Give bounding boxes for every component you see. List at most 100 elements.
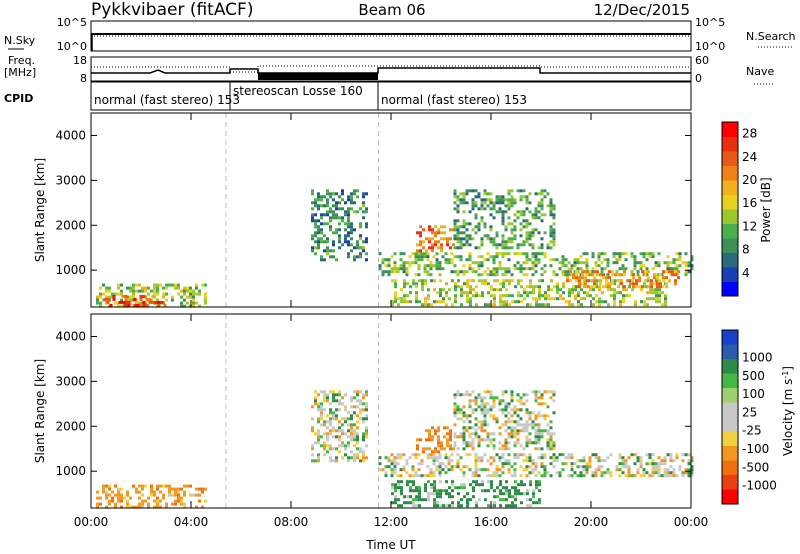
echo-cell xyxy=(483,408,487,412)
echo-cell xyxy=(353,390,356,394)
echo-cell xyxy=(400,492,403,496)
echo-cell xyxy=(600,270,604,274)
echo-cell xyxy=(493,297,496,301)
echo-cell xyxy=(483,390,487,394)
echo-cell xyxy=(443,237,446,241)
echo-cell xyxy=(507,204,511,208)
echo-cell xyxy=(424,498,427,502)
freq-label-line2: [MHz] xyxy=(4,66,36,79)
echo-cell xyxy=(449,444,452,448)
echo-cell xyxy=(406,480,409,484)
echo-cell xyxy=(323,195,326,199)
echo-cell xyxy=(677,276,680,280)
echo-cell xyxy=(514,495,517,499)
echo-cell xyxy=(507,453,511,457)
echo-cell xyxy=(317,393,320,397)
echo-cell xyxy=(353,201,356,205)
echo-cell xyxy=(651,471,655,475)
echo-cell xyxy=(393,270,397,274)
echo-cell xyxy=(684,264,688,268)
echo-cell xyxy=(424,297,427,301)
echo-cell xyxy=(624,267,628,271)
echo-cell xyxy=(661,285,664,289)
echo-cell xyxy=(444,453,448,457)
echo-cell xyxy=(534,213,538,217)
echo-cell xyxy=(344,240,347,244)
echo-cell xyxy=(522,402,526,406)
echo-cell xyxy=(344,201,347,205)
echo-cell xyxy=(553,285,556,289)
echo-cell xyxy=(507,267,511,271)
echo-cell xyxy=(163,303,167,307)
echo-cell xyxy=(636,468,640,472)
echo-cell xyxy=(356,426,359,430)
echo-cell xyxy=(350,396,353,400)
echo-cell xyxy=(501,453,505,457)
echo-cell xyxy=(549,228,553,232)
echo-cell xyxy=(480,261,484,265)
echo-cell xyxy=(317,240,320,244)
echo-cell xyxy=(438,474,442,478)
echo-cell xyxy=(127,297,131,301)
echo-cell xyxy=(446,444,449,448)
echo-cell xyxy=(621,471,625,475)
echo-cell xyxy=(165,502,168,506)
echo-cell xyxy=(314,246,317,250)
echo-cell xyxy=(654,261,658,265)
echo-cell xyxy=(159,499,162,503)
echo-cell xyxy=(519,198,523,202)
y-tick-label: 3000 xyxy=(55,374,86,388)
echo-cell xyxy=(597,255,601,259)
echo-cell xyxy=(434,432,437,436)
echo-cell xyxy=(657,465,661,469)
echo-cell xyxy=(613,303,616,307)
echo-cell xyxy=(323,399,326,403)
echo-cell xyxy=(619,303,622,307)
echo-cell xyxy=(474,465,478,469)
echo-cell xyxy=(350,429,353,433)
echo-cell xyxy=(393,465,397,469)
echo-cell xyxy=(437,441,440,445)
echo-cell xyxy=(475,303,478,307)
echo-cell xyxy=(481,480,484,484)
echo-cell xyxy=(566,279,569,283)
echo-cell xyxy=(429,273,433,277)
echo-cell xyxy=(471,204,475,208)
echo-cell xyxy=(522,225,526,229)
echo-cell xyxy=(537,252,541,256)
echo-cell xyxy=(525,255,529,259)
echo-cell xyxy=(402,270,406,274)
echo-cell xyxy=(571,303,574,307)
echo-cell xyxy=(198,499,201,503)
echo-cell xyxy=(136,303,140,307)
echo-cell xyxy=(474,195,478,199)
echo-cell xyxy=(534,390,538,394)
echo-cell xyxy=(408,264,412,268)
echo-cell xyxy=(597,264,601,268)
echo-cell xyxy=(120,283,123,287)
echo-cell xyxy=(442,297,445,301)
echo-cell xyxy=(585,258,589,262)
echo-cell xyxy=(528,471,532,475)
echo-cell xyxy=(585,462,589,466)
echo-cell xyxy=(465,417,469,421)
echo-cell xyxy=(496,288,499,292)
echo-cell xyxy=(672,468,676,472)
echo-cell xyxy=(347,429,350,433)
echo-cell xyxy=(433,501,436,505)
echo-cell xyxy=(540,198,544,202)
echo-cell xyxy=(468,210,472,214)
echo-cell xyxy=(417,273,421,277)
echo-cell xyxy=(356,453,359,457)
echo-cell xyxy=(643,282,646,286)
echo-cell xyxy=(192,298,195,302)
echo-cell xyxy=(447,456,451,460)
echo-cell xyxy=(618,456,622,460)
echo-cell xyxy=(510,273,514,277)
echo-cell xyxy=(568,303,571,307)
echo-cell xyxy=(609,474,613,478)
echo-cell xyxy=(448,288,451,292)
echo-cell xyxy=(519,213,523,217)
echo-cell xyxy=(544,297,547,301)
echo-cell xyxy=(344,228,347,232)
